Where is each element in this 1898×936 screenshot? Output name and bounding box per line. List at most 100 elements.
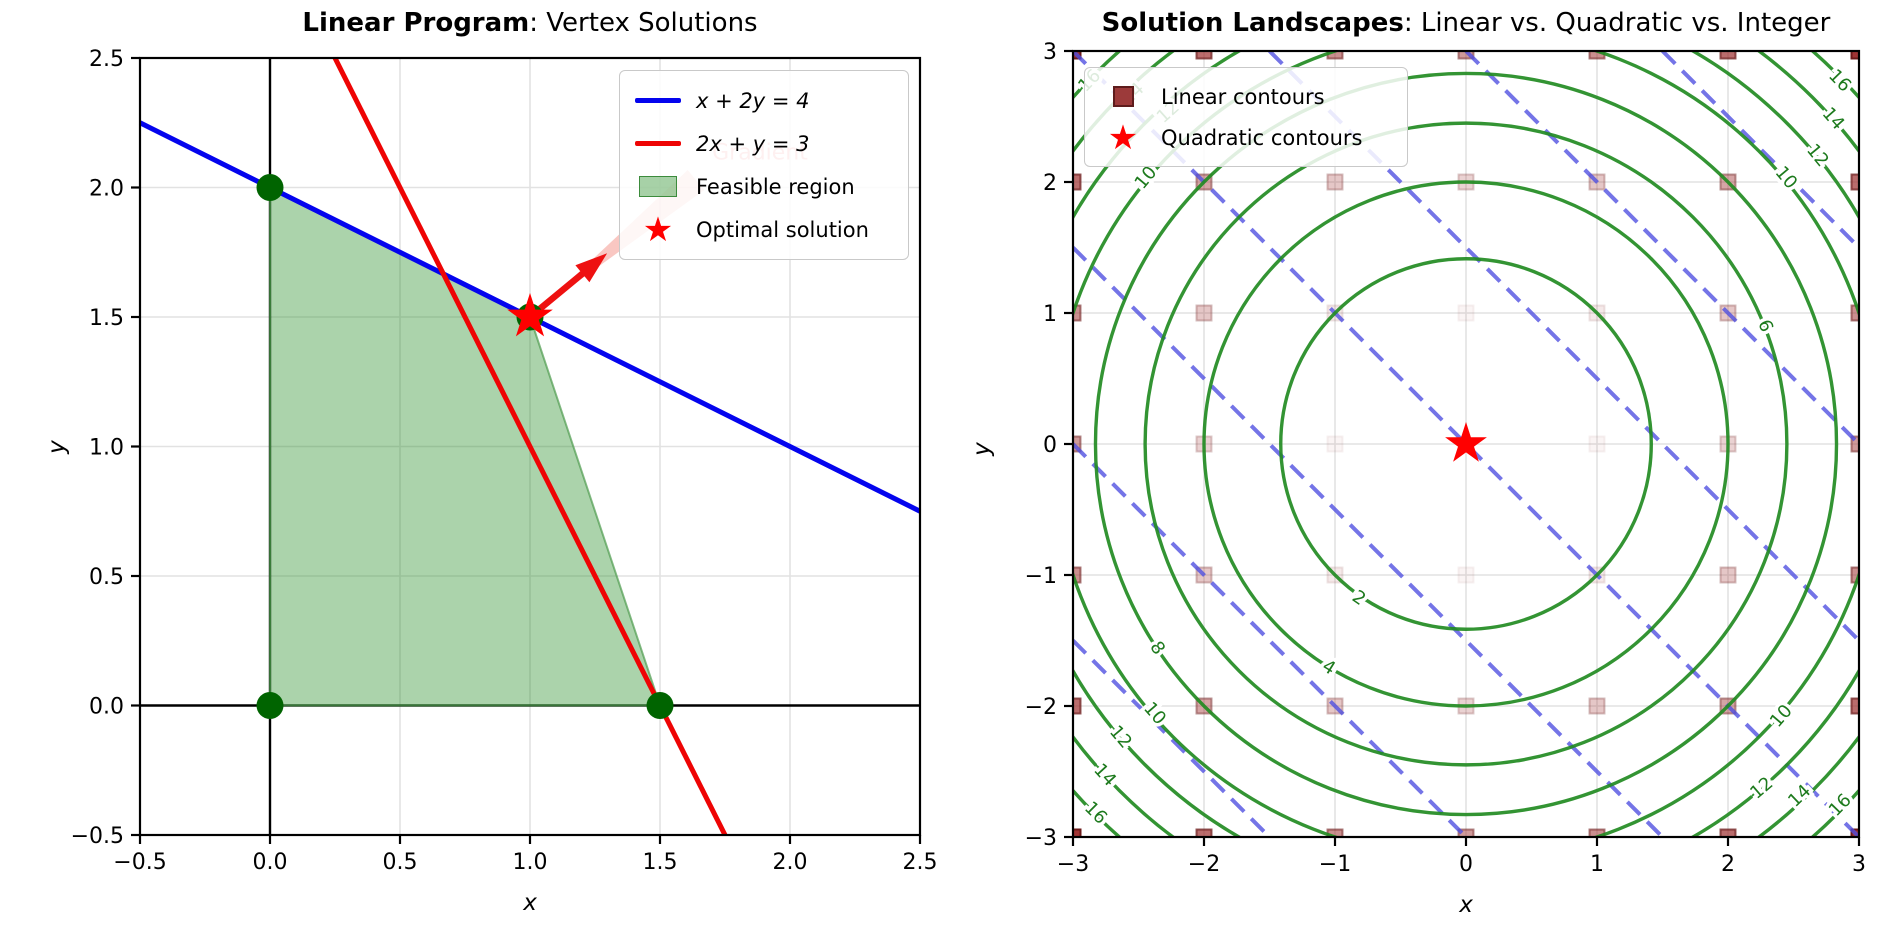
contour-label: 16 (1824, 65, 1855, 96)
integer-point (1719, 828, 1737, 837)
legend-label: 2x + y = 3 (696, 131, 810, 156)
integer-point (1073, 435, 1082, 453)
legend-label: Feasible region (696, 174, 855, 199)
x-tick-label: −0.5 (113, 850, 166, 875)
integer-point (1588, 51, 1606, 60)
x-tick-label: −1 (1319, 852, 1351, 877)
quadratic-optimum-star (1445, 422, 1487, 462)
y-tick-label: 1.5 (89, 306, 124, 331)
vertex-point (646, 692, 674, 719)
integer-point (1457, 828, 1475, 837)
y-tick-label: −1 (1025, 564, 1057, 589)
legend-label: Linear contours (1161, 84, 1325, 109)
integer-point (1850, 51, 1859, 60)
legend-label: Optimal solution (696, 217, 869, 242)
quadratic-contour-circle (1143, 121, 1789, 767)
integer-point (1719, 566, 1737, 584)
right-legend: Linear contours ★ Quadratic contours (1084, 67, 1408, 167)
y-tick-label: −0.5 (71, 824, 124, 849)
contour-label: 16 (1825, 790, 1856, 821)
linear-contour-line (1661, 51, 1859, 249)
integer-point (1588, 828, 1606, 837)
linear-contour-line (1073, 442, 1468, 837)
integer-point (1850, 304, 1859, 322)
star-icon: ★ (1107, 117, 1139, 158)
integer-square-icon (1099, 86, 1147, 107)
y-tick-label: 0.5 (89, 565, 124, 590)
legend-item-linear-contours: Linear contours (1099, 76, 1391, 117)
right-x-axis-label: x (1459, 892, 1473, 918)
legend-label: Quadratic contours (1161, 125, 1363, 150)
integer-point (1850, 435, 1859, 453)
contour-label: 8 (1145, 638, 1169, 659)
integer-point (1588, 697, 1606, 715)
legend-label: x + 2y = 4 (696, 88, 810, 113)
y-tick-label: 1 (1043, 302, 1057, 327)
feasible-region-swatch (634, 176, 682, 197)
integer-point (1073, 566, 1082, 584)
left-legend: x + 2y = 4 2x + y = 3 Feasible region ★ … (619, 70, 909, 260)
x-tick-label: 1 (1590, 852, 1604, 877)
integer-point (1850, 566, 1859, 584)
quadratic-contour-circle (1279, 257, 1653, 631)
x-tick-label: 0.5 (383, 850, 418, 875)
x-tick-label: 2.0 (773, 850, 808, 875)
x-tick-label: 1.5 (643, 850, 678, 875)
star-icon: ★ (642, 209, 674, 250)
integer-point (1073, 828, 1082, 837)
x-tick-label: 1.0 (513, 850, 548, 875)
integer-point (1457, 51, 1475, 60)
left-plot-title: Linear Program: Vertex Solutions (140, 8, 920, 38)
right-plot-title: Solution Landscapes: Linear vs. Quadrati… (1073, 8, 1859, 38)
right-plot-title-rest: : Linear vs. Quadratic vs. Integer (1403, 8, 1831, 38)
blue-line-swatch (634, 98, 682, 103)
integer-point (1588, 435, 1606, 453)
legend-item-feasible-region: Feasible region (634, 165, 892, 208)
contour-label: 4 (1318, 656, 1339, 680)
left-plot-title-bold: Linear Program (302, 8, 530, 38)
y-tick-label: 2 (1043, 171, 1057, 196)
right-y-axis-label: y (968, 442, 995, 456)
x-tick-label: 2.5 (903, 850, 938, 875)
right-plot-title-bold: Solution Landscapes (1101, 8, 1404, 38)
integer-point (1719, 51, 1737, 60)
vertex-point (256, 174, 284, 201)
y-tick-label: −2 (1025, 695, 1057, 720)
vertex-point (256, 692, 284, 719)
integer-point (1073, 304, 1082, 322)
integer-point (1326, 173, 1344, 191)
x-tick-label: 0 (1459, 852, 1473, 877)
x-tick-label: 3 (1852, 852, 1866, 877)
y-tick-label: 0 (1043, 433, 1057, 458)
integer-point (1195, 304, 1213, 322)
integer-point (1195, 828, 1213, 837)
y-tick-label: 2.0 (89, 177, 124, 202)
integer-point (1457, 304, 1475, 322)
linear-contour-line (1073, 639, 1271, 837)
integer-point (1850, 173, 1859, 191)
legend-item-red-line: 2x + y = 3 (634, 122, 892, 165)
integer-point (1326, 828, 1344, 837)
integer-point (1195, 51, 1213, 60)
optimal-solution-star (507, 293, 553, 337)
legend-item-optimal-solution: ★ Optimal solution (634, 208, 892, 251)
left-plot-title-rest: : Vertex Solutions (529, 8, 758, 38)
y-tick-label: 2.5 (89, 47, 124, 72)
x-tick-label: −3 (1057, 852, 1089, 877)
quadratic-contour-circle (1093, 71, 1839, 817)
linear-contour-line (1464, 51, 1859, 446)
left-y-axis-label: y (43, 440, 70, 454)
x-tick-label: −2 (1188, 852, 1220, 877)
integer-point (1326, 435, 1344, 453)
gradient-arrowhead (575, 253, 608, 283)
left-x-axis-label: x (523, 890, 537, 916)
quadratic-contour-circle (1202, 180, 1730, 708)
integer-point (1326, 51, 1344, 60)
legend-item-quadratic-contours: ★ Quadratic contours (1099, 117, 1391, 158)
integer-point (1073, 173, 1082, 191)
y-tick-label: 0.0 (89, 695, 124, 720)
integer-point (1850, 697, 1859, 715)
integer-point (1073, 697, 1082, 715)
